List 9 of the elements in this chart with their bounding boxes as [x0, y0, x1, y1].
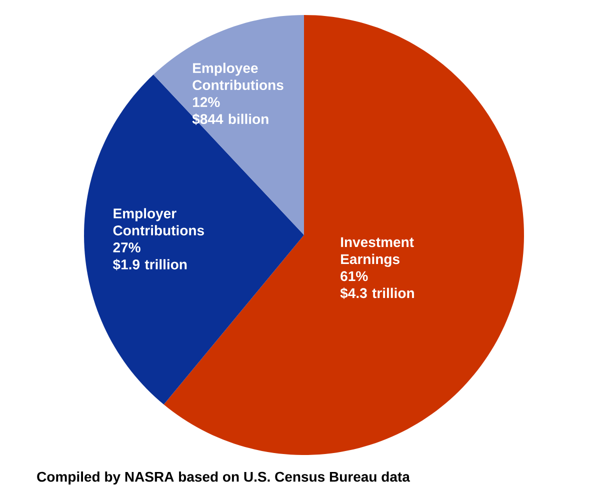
text: $4.3 trillion — [340, 288, 414, 299]
data-label: 12% — [193, 97, 220, 108]
slice-label: Employer Contributions — [113, 208, 204, 236]
slice-label: Investment Earnings — [341, 237, 414, 267]
text: $1.9 trillion — [112, 258, 187, 270]
data-label: 27% — [113, 242, 140, 252]
text: Compiled by NASRA based on U.S. Census Bureau data — [37, 471, 410, 485]
slice-label: Employee Contributions — [192, 62, 284, 90]
data-label: 61% — [340, 271, 368, 282]
